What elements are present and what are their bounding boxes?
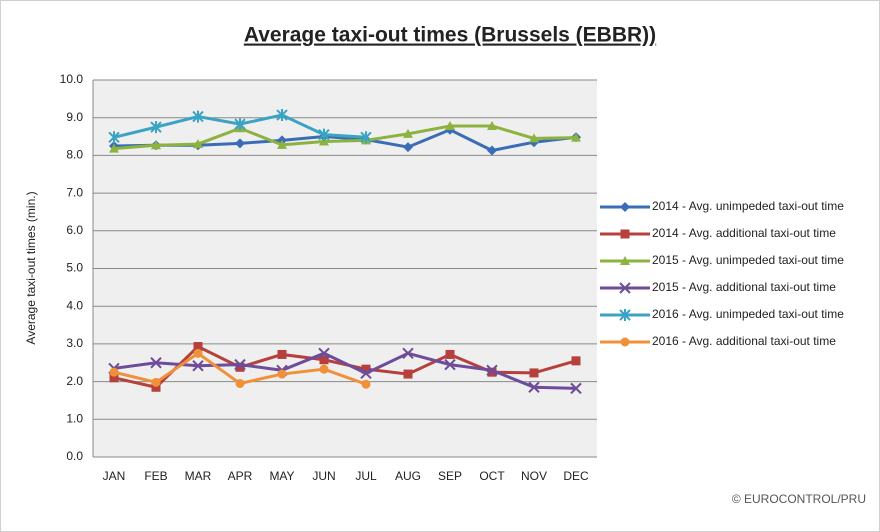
marker [319,355,329,365]
marker [150,357,162,369]
x-tick-label: SEP [438,469,462,483]
marker [361,364,371,374]
y-axis-label: Average taxi-out times (min.) [24,191,38,344]
marker [319,364,329,374]
y-tick-label: 4.0 [66,298,83,312]
marker [403,369,413,379]
marker [193,139,203,149]
marker [109,367,119,377]
y-tick-label: 9.0 [66,110,83,124]
marker [571,132,581,142]
marker [108,131,120,144]
x-tick-label: MAR [185,469,212,483]
legend-marker [620,256,630,265]
marker [235,378,245,388]
y-tick-label: 2.0 [66,374,83,388]
marker [403,128,413,138]
chart-title: Average taxi-out times (Brussels (EBBR)) [244,24,656,47]
legend-marker [620,229,630,239]
marker [319,136,329,146]
y-tick-label: 0.0 [66,449,83,463]
legend-marker [619,282,631,294]
y-tick-label: 7.0 [66,185,83,199]
marker [487,145,497,156]
legend-label: 2014 - Avg. additional taxi-out time [652,226,836,240]
y-tick-label: 1.0 [66,411,83,425]
legend-label: 2014 - Avg. unimpeded taxi-out time [652,199,844,213]
x-tick-label: JUL [355,469,377,483]
marker [529,133,539,143]
legend-marker [620,202,630,212]
marker [109,143,119,153]
marker [486,364,498,376]
x-tick-label: JUN [312,469,335,483]
marker [361,379,371,389]
legend-marker [619,309,631,321]
marker [360,131,372,144]
marker [528,381,540,393]
y-tick-label: 5.0 [66,261,83,275]
marker [570,382,582,395]
legend-label: 2015 - Avg. additional taxi-out time [652,280,836,294]
marker [151,140,161,150]
marker [529,368,539,378]
marker [151,377,161,387]
marker [277,369,287,379]
marker [403,142,413,153]
marker [445,120,455,130]
y-tick-label: 6.0 [66,223,83,237]
x-tick-label: DEC [563,469,589,483]
marker [192,360,204,372]
legend-label: 2016 - Avg. additional taxi-out time [652,334,836,348]
y-tick-label: 10.0 [60,72,84,86]
marker [487,120,497,130]
marker [571,356,581,366]
series-line [113,124,577,151]
x-tick-label: NOV [521,469,547,483]
marker [234,118,246,131]
marker [234,358,246,371]
x-tick-label: OCT [479,469,505,483]
marker [277,349,287,359]
legend-label: 2016 - Avg. unimpeded taxi-out time [652,307,844,321]
marker [360,367,372,380]
marker [193,348,203,358]
x-tick-label: AUG [395,469,421,483]
marker [318,347,330,360]
marker [193,342,203,352]
marker [276,109,288,122]
marker [487,367,497,377]
y-tick-label: 3.0 [66,336,83,350]
marker [235,138,245,149]
x-tick-label: APR [228,469,253,483]
legend-marker [620,337,630,347]
x-tick-label: JAN [103,469,126,483]
source: © EUROCONTROL/PRU [732,492,866,506]
y-tick-label: 8.0 [66,148,83,162]
series-line [113,351,577,390]
marker [150,121,162,134]
marker [192,110,204,123]
marker [445,349,455,359]
marker [444,358,456,371]
marker [318,128,330,141]
marker [277,139,287,149]
x-tick-label: FEB [144,469,167,483]
marker [109,373,119,383]
marker [235,362,245,372]
x-tick-label: MAY [269,469,294,483]
legend-label: 2015 - Avg. unimpeded taxi-out time [652,253,844,267]
marker [151,382,161,392]
marker [402,347,414,360]
